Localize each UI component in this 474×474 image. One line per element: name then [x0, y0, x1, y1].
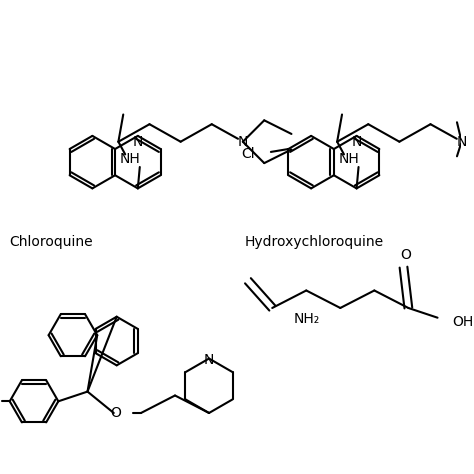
- Text: N: N: [204, 353, 214, 367]
- Text: N: N: [133, 135, 143, 149]
- Text: N: N: [351, 135, 362, 149]
- Text: NH: NH: [338, 152, 359, 166]
- Text: N: N: [237, 135, 248, 149]
- Text: Chloroquine: Chloroquine: [10, 235, 93, 249]
- Text: Hydroxychloroquine: Hydroxychloroquine: [245, 235, 384, 249]
- Text: O: O: [110, 406, 121, 420]
- Text: NH₂: NH₂: [293, 312, 319, 326]
- Text: OH: OH: [452, 315, 474, 328]
- Text: N: N: [456, 135, 467, 149]
- Text: Cl: Cl: [242, 147, 255, 161]
- Text: NH: NH: [119, 152, 140, 166]
- Text: O: O: [400, 248, 411, 263]
